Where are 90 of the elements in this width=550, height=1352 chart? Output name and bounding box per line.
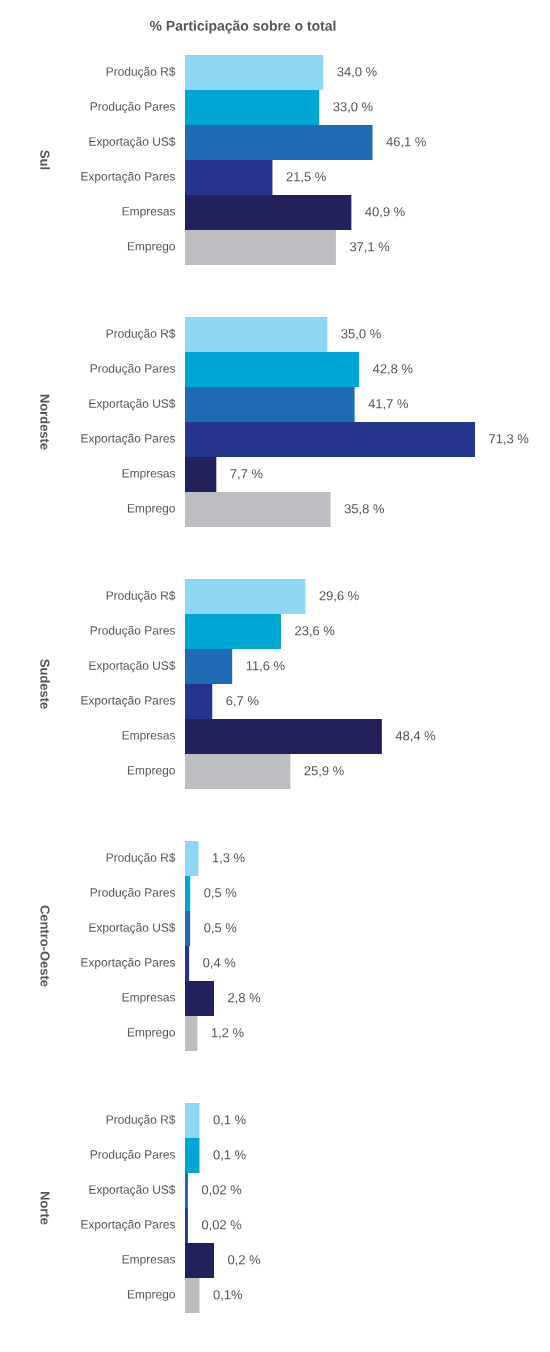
y-tick-label: Produção R$ — [106, 590, 176, 603]
y-tick-label: Produção R$ — [106, 852, 176, 865]
y-tick-label: Exportação Pares — [81, 433, 176, 446]
y-tick-label: Emprego — [127, 504, 175, 515]
data-label: 23,6 % — [295, 626, 335, 637]
y-axis-title: Centro-Oeste — [40, 905, 50, 987]
data-label: 1,2 % — [211, 1028, 244, 1039]
y-axis-title: Norte — [40, 1191, 50, 1225]
data-label: 35,0 % — [341, 329, 381, 340]
data-label: 0,02 % — [201, 1220, 242, 1231]
bar — [185, 911, 191, 947]
y-tick-label: Empresas — [122, 469, 176, 480]
data-label: 34,0 % — [337, 67, 377, 78]
data-label: 0,2 % — [228, 1255, 261, 1266]
y-tick-label: Exportação US$ — [89, 398, 176, 411]
data-label: 42,8 % — [372, 364, 413, 375]
y-tick-label: Exportação Pares — [81, 695, 176, 708]
data-label: 25,9 % — [304, 766, 344, 777]
data-label: 37,1 % — [349, 242, 390, 253]
y-tick-label: Emprego — [127, 1028, 175, 1039]
data-label: 2,8 % — [228, 993, 261, 1004]
y-axis-title: Sul — [40, 150, 50, 170]
bar — [185, 90, 320, 125]
data-label: 0,5 % — [204, 888, 237, 899]
y-tick-label: Empresas — [122, 731, 176, 742]
bar — [185, 317, 328, 353]
y-tick-label: Emprego — [127, 242, 175, 253]
bar — [185, 492, 331, 527]
y-tick-label: Produção Pares — [90, 101, 176, 114]
bar — [185, 160, 273, 195]
y-tick-label: Empresas — [122, 207, 176, 218]
y-tick-label: Exportação US$ — [89, 1184, 176, 1197]
data-label: 29,6 % — [319, 591, 359, 602]
y-tick-label: Exportação Pares — [81, 1219, 176, 1232]
data-label: 48,4 % — [395, 731, 436, 742]
bar — [185, 422, 475, 457]
data-label: 40,9 % — [365, 207, 405, 218]
y-tick-label: Produção R$ — [106, 328, 176, 341]
data-label: 21,5 % — [286, 172, 326, 183]
bar — [185, 387, 355, 422]
bar — [185, 230, 336, 265]
y-axis-title: Sudeste — [40, 659, 50, 709]
y-tick-label: Emprego — [127, 766, 175, 777]
bar — [185, 614, 281, 650]
data-label: 0,1 % — [213, 1115, 246, 1126]
bar — [185, 649, 233, 685]
bar — [185, 1016, 198, 1052]
y-tick-label: Exportação US$ — [89, 660, 176, 673]
y-tick-label: Emprego — [127, 1290, 175, 1301]
bar — [185, 946, 190, 982]
y-tick-label: Empresas — [122, 1255, 176, 1266]
data-label: 0,5 % — [204, 923, 237, 934]
y-tick-label: Exportação US$ — [89, 922, 176, 935]
y-tick-label: Exportação Pares — [81, 957, 176, 970]
data-label: 11,6 % — [246, 661, 285, 672]
data-label: 71,3 % — [489, 434, 529, 445]
bar — [185, 457, 217, 492]
data-label: 7,7 % — [230, 469, 263, 480]
bar — [185, 754, 291, 790]
y-tick-label: Exportação US$ — [89, 136, 176, 149]
data-label: 46,1 % — [386, 137, 426, 148]
data-label: 41,7 % — [368, 399, 408, 410]
data-label: 0,02 % — [201, 1185, 242, 1196]
bar — [185, 684, 213, 720]
bar — [185, 125, 373, 160]
y-tick-label: Produção R$ — [106, 66, 176, 79]
data-label: 0,4 % — [203, 958, 236, 969]
y-tick-label: Produção Pares — [90, 1149, 176, 1162]
data-label: 33,0 % — [333, 102, 373, 113]
data-label: 0,1 % — [213, 1150, 246, 1161]
data-label: 1,3 % — [212, 853, 245, 864]
bar — [185, 352, 360, 387]
y-axis-title: Nordeste — [40, 394, 50, 450]
data-label: 0,1% — [213, 1290, 243, 1301]
bar — [185, 719, 382, 755]
bar — [185, 841, 199, 877]
bar — [185, 876, 191, 912]
y-tick-label: Produção Pares — [90, 625, 176, 638]
data-label: 35,8 % — [344, 504, 384, 515]
y-tick-label: Produção R$ — [106, 1114, 176, 1127]
y-tick-label: Empresas — [122, 993, 176, 1004]
y-tick-label: Exportação Pares — [81, 171, 176, 184]
chart-title: % Participação sobre o total — [149, 20, 336, 34]
bar — [185, 55, 324, 90]
bar — [185, 579, 306, 615]
bar — [185, 195, 352, 230]
bar — [185, 981, 214, 1017]
data-label: 6,7 % — [226, 696, 259, 707]
y-tick-label: Produção Pares — [90, 363, 176, 376]
y-tick-label: Produção Pares — [90, 887, 176, 900]
